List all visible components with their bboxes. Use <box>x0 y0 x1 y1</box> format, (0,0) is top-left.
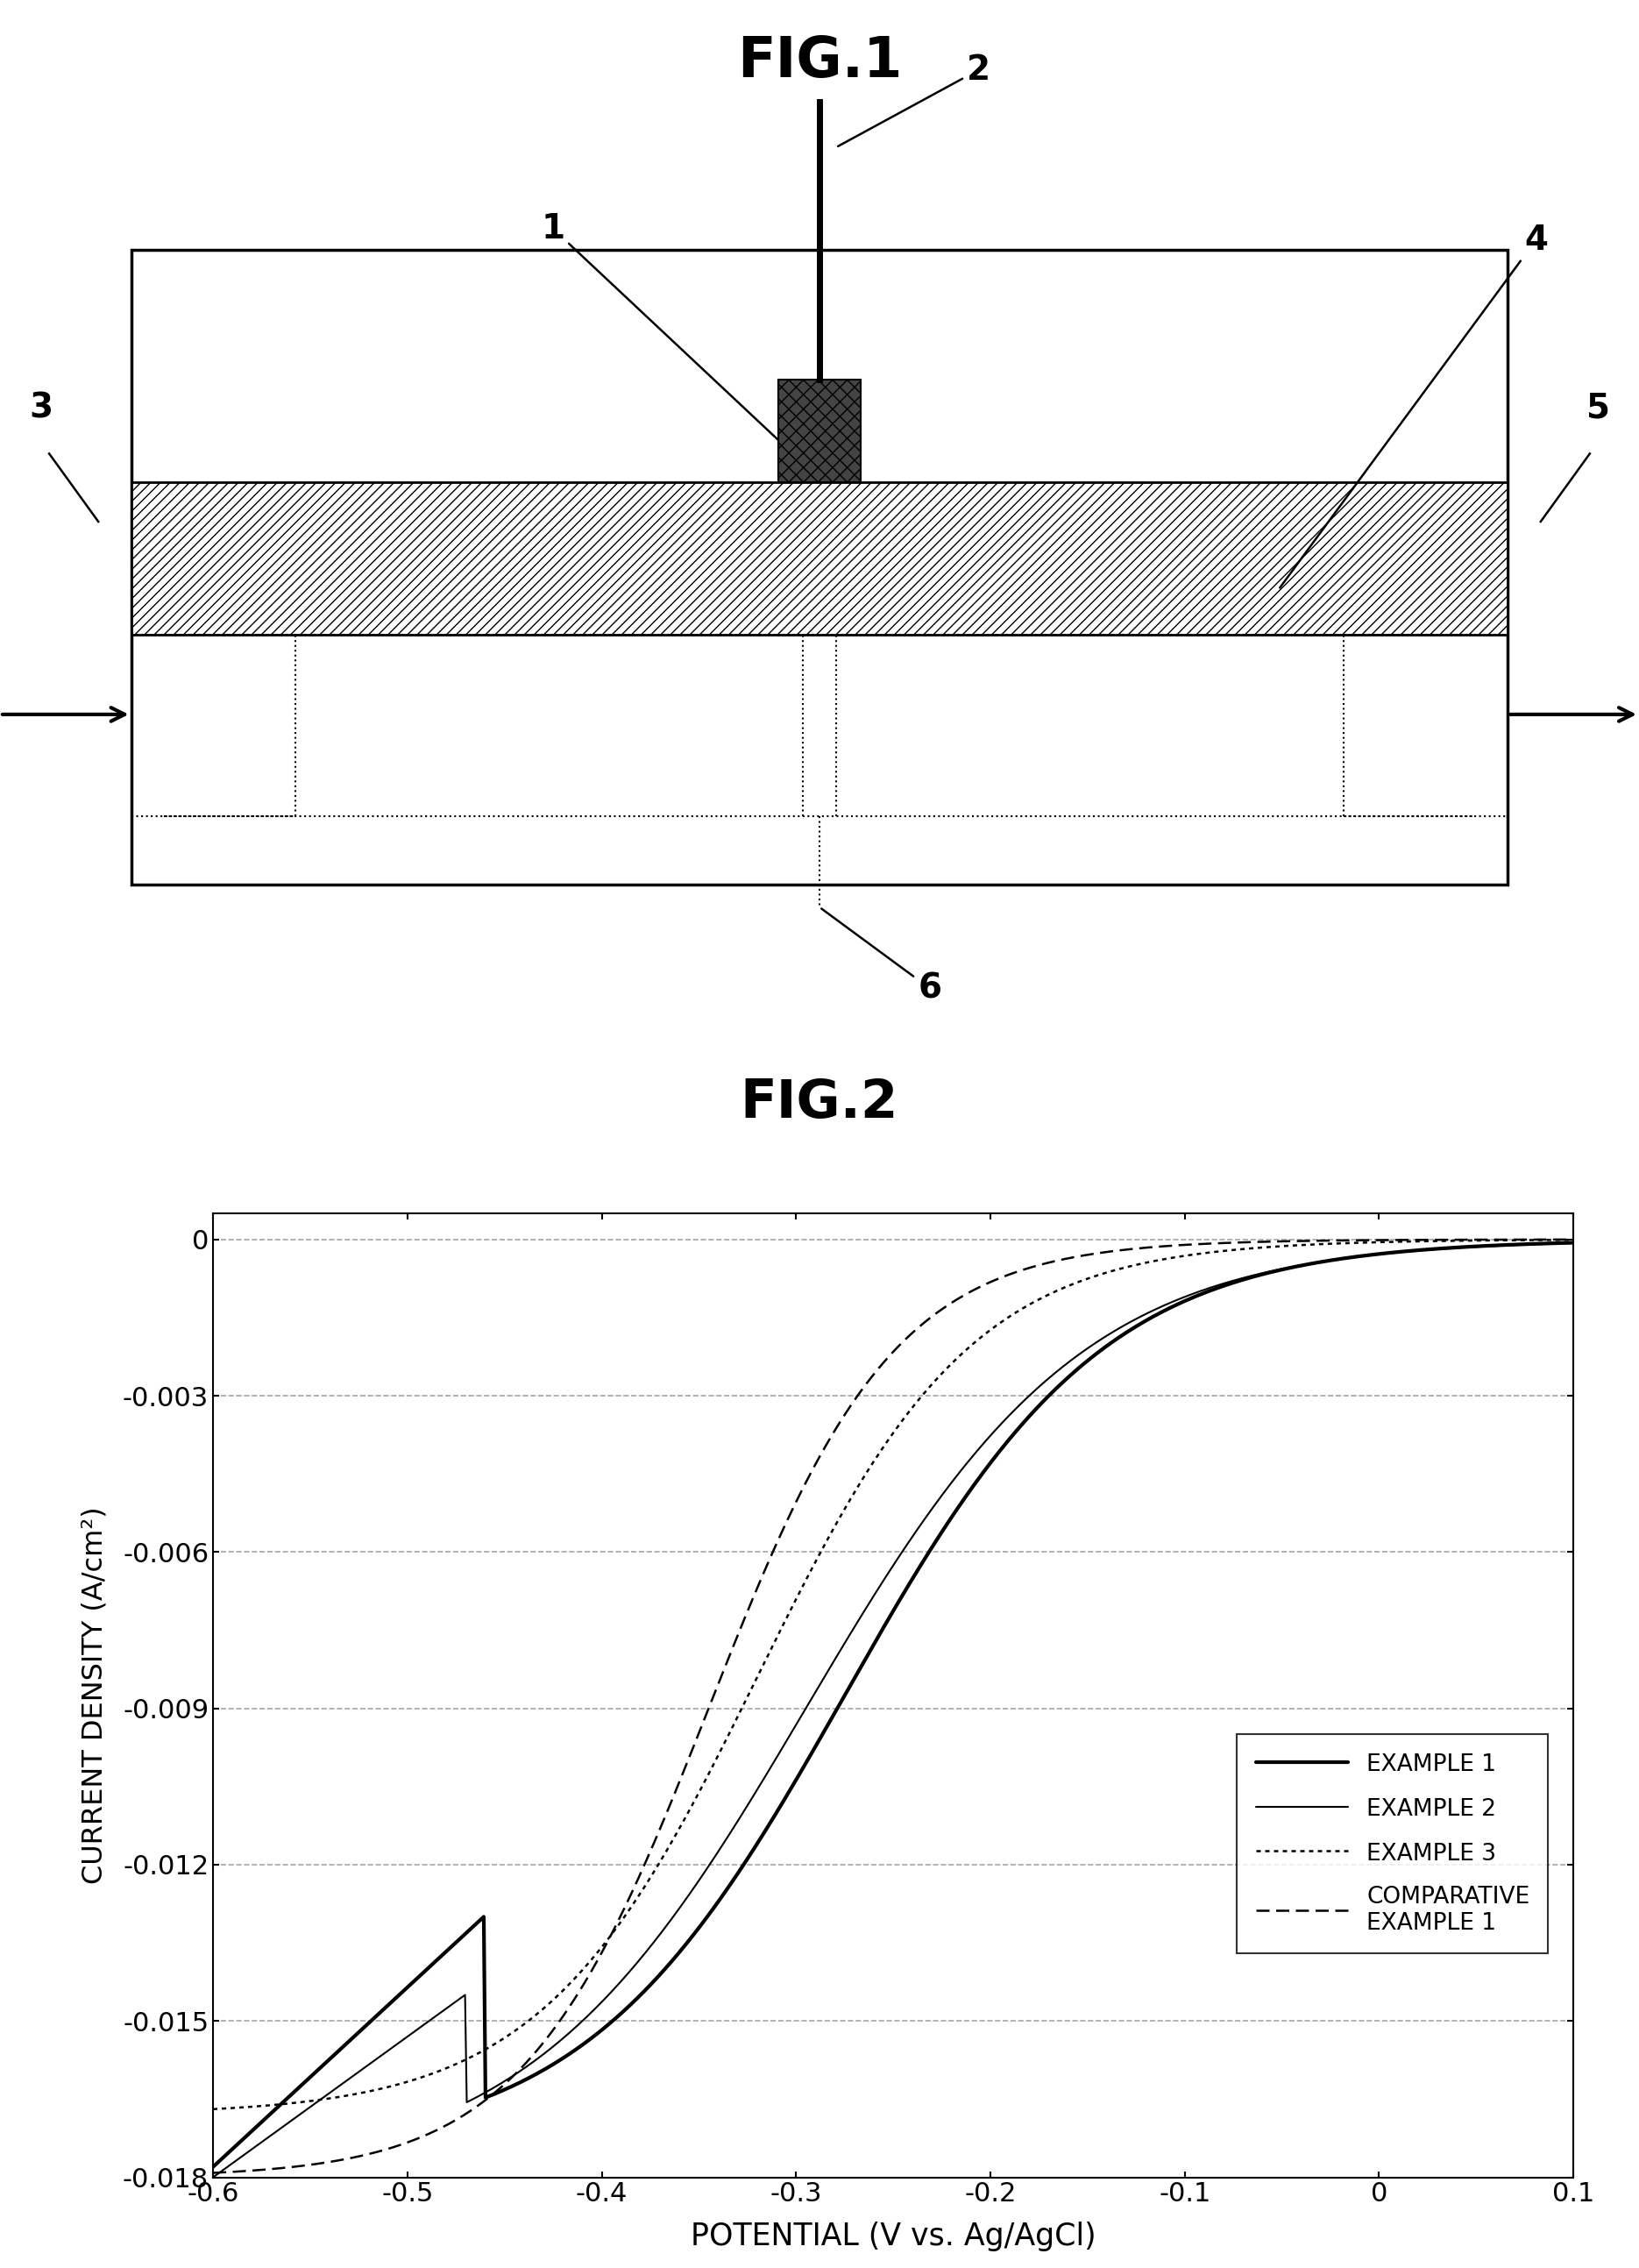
COMPARATIVE
EXAMPLE 1 <box>1029 1252 1049 1279</box>
EXAMPLE 1 <box>1070 1354 1090 1381</box>
EXAMPLE 3 <box>1029 1286 1049 1313</box>
EXAMPLE 2 <box>287 2102 306 2130</box>
Text: 3: 3 <box>30 392 52 424</box>
Text: FIG.2: FIG.2 <box>741 1077 898 1129</box>
EXAMPLE 2 <box>1070 1340 1090 1368</box>
EXAMPLE 2 <box>203 2164 223 2191</box>
EXAMPLE 1 <box>287 2075 306 2102</box>
COMPARATIVE
EXAMPLE 1 <box>1375 1227 1395 1254</box>
Line: EXAMPLE 2: EXAMPLE 2 <box>213 1243 1573 2177</box>
EXAMPLE 3 <box>993 1306 1013 1334</box>
Bar <box>131 483 1508 635</box>
Line: EXAMPLE 1: EXAMPLE 1 <box>213 1243 1573 2166</box>
Text: 4: 4 <box>1280 222 1547 587</box>
EXAMPLE 2 <box>1029 1374 1049 1402</box>
Text: 2: 2 <box>838 52 992 145</box>
Legend: EXAMPLE 1, EXAMPLE 2, EXAMPLE 3, COMPARATIVE
EXAMPLE 1: EXAMPLE 1, EXAMPLE 2, EXAMPLE 3, COMPARA… <box>1237 1735 1549 1953</box>
COMPARATIVE
EXAMPLE 1 <box>287 2152 306 2180</box>
EXAMPLE 3 <box>1070 1268 1090 1295</box>
EXAMPLE 2 <box>1236 1263 1255 1290</box>
EXAMPLE 3 <box>1236 1236 1255 1263</box>
EXAMPLE 1 <box>993 1433 1013 1461</box>
Text: 6: 6 <box>821 909 941 1005</box>
EXAMPLE 2 <box>1375 1241 1395 1268</box>
X-axis label: POTENTIAL (V vs. Ag/AgCl): POTENTIAL (V vs. Ag/AgCl) <box>690 2223 1096 2252</box>
Text: 5: 5 <box>1587 392 1609 424</box>
EXAMPLE 1 <box>1375 1241 1395 1268</box>
Text: 1: 1 <box>541 211 785 447</box>
COMPARATIVE
EXAMPLE 1 <box>993 1263 1013 1290</box>
EXAMPLE 1 <box>203 2152 223 2180</box>
Bar <box>131 249 1508 885</box>
EXAMPLE 1 <box>1029 1393 1049 1420</box>
Y-axis label: CURRENT DENSITY (A/cm²): CURRENT DENSITY (A/cm²) <box>80 1506 108 1885</box>
Bar <box>779 381 860 483</box>
COMPARATIVE
EXAMPLE 1 <box>203 2159 223 2186</box>
Text: FIG.1: FIG.1 <box>738 34 901 88</box>
EXAMPLE 2 <box>993 1408 1013 1436</box>
EXAMPLE 3 <box>287 2089 306 2116</box>
COMPARATIVE
EXAMPLE 1 <box>1236 1229 1255 1256</box>
COMPARATIVE
EXAMPLE 1 <box>1564 1227 1583 1254</box>
EXAMPLE 3 <box>1375 1229 1395 1256</box>
EXAMPLE 3 <box>203 2096 223 2123</box>
COMPARATIVE
EXAMPLE 1 <box>1070 1243 1090 1270</box>
EXAMPLE 3 <box>1564 1227 1583 1254</box>
Line: EXAMPLE 3: EXAMPLE 3 <box>213 1241 1573 2109</box>
EXAMPLE 2 <box>1564 1229 1583 1256</box>
EXAMPLE 1 <box>1564 1229 1583 1256</box>
Line: COMPARATIVE
EXAMPLE 1: COMPARATIVE EXAMPLE 1 <box>213 1241 1573 2173</box>
EXAMPLE 1 <box>1236 1266 1255 1293</box>
